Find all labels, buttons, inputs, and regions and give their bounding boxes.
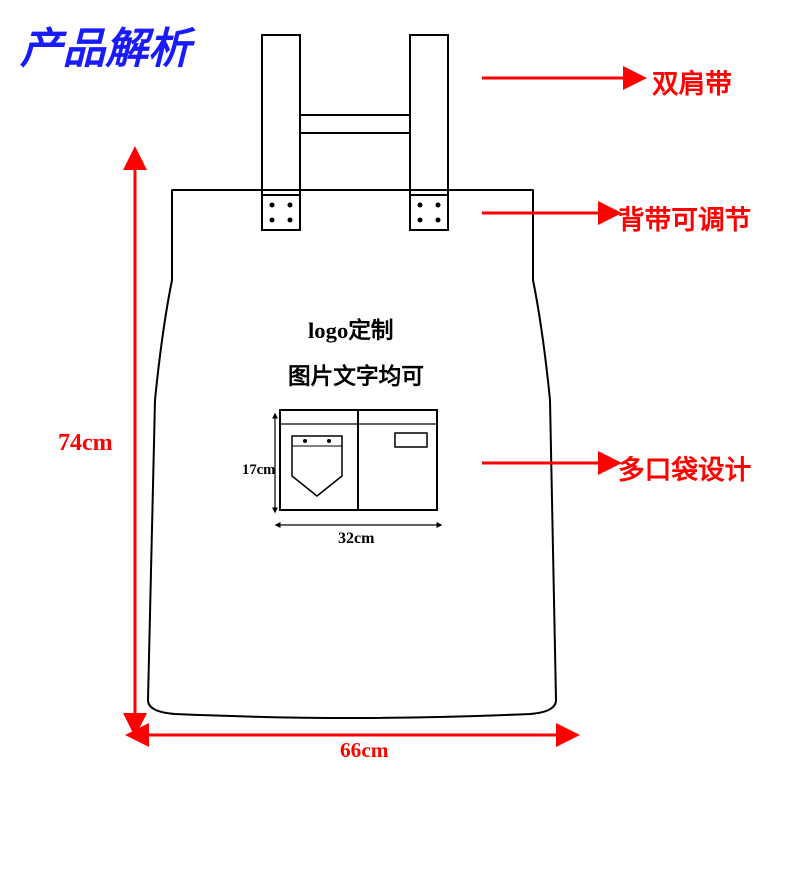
dim-width: 66cm — [340, 738, 389, 763]
callout-pockets: 多口袋设计 — [618, 448, 751, 487]
note-custom: 图片文字均可 — [288, 358, 424, 391]
page-title: 产品解析 — [20, 15, 191, 76]
note-logo: logo定制 — [308, 312, 394, 345]
callout-straps: 双肩带 — [652, 62, 732, 101]
dim-pocket-w: 32cm — [338, 530, 374, 548]
apron-diagram — [0, 0, 800, 892]
dim-pocket-h: 17cm — [242, 462, 275, 479]
callout-adjustable: 背带可调节 — [618, 198, 751, 237]
dim-height: 74cm — [58, 430, 113, 457]
